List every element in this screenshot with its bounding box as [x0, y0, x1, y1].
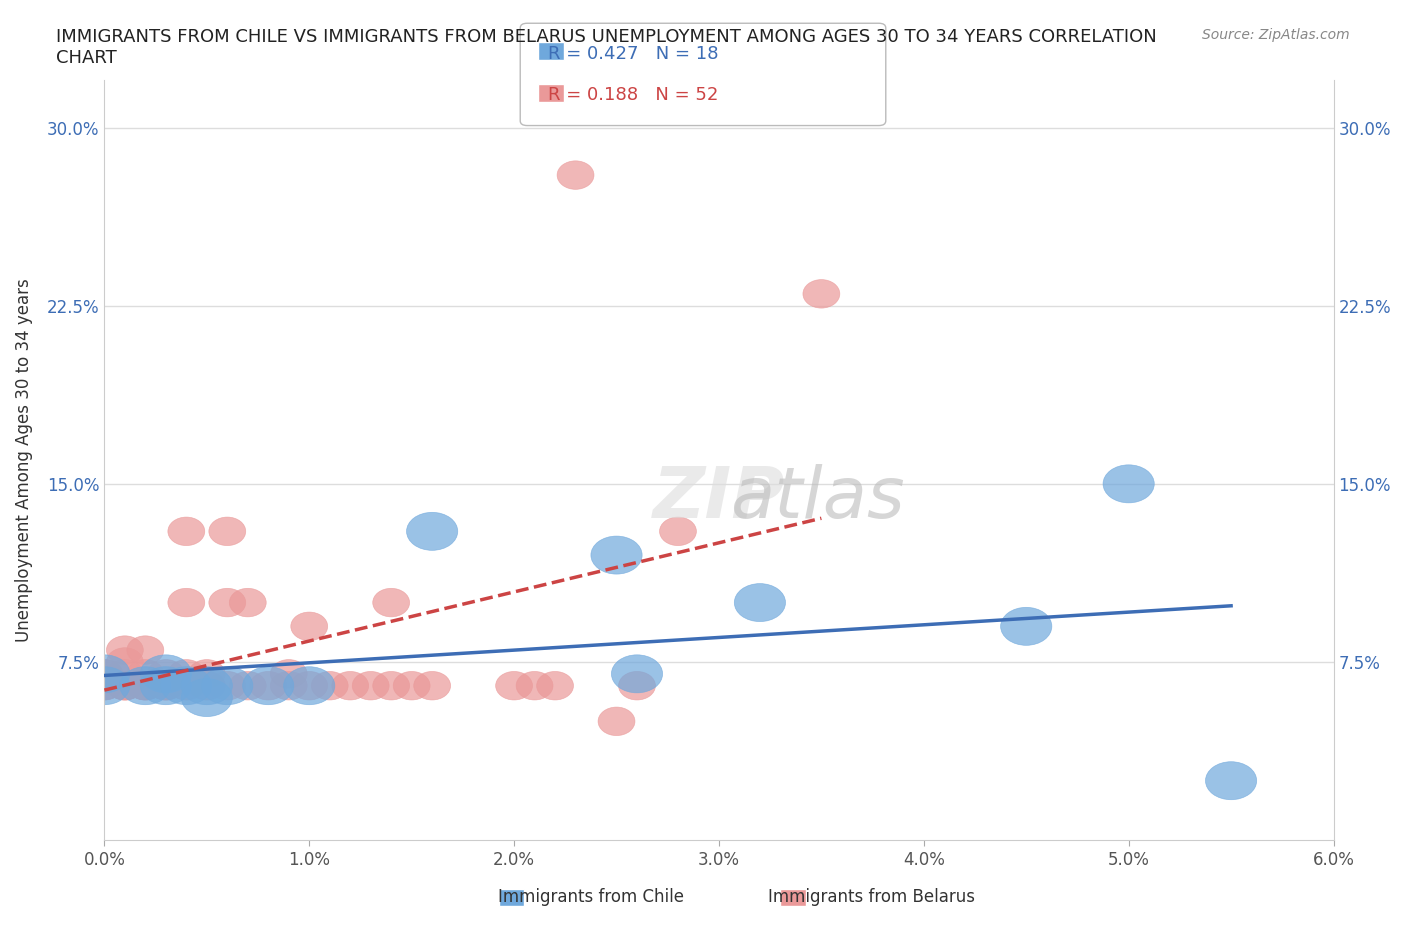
- Text: R = 0.188   N = 52: R = 0.188 N = 52: [548, 86, 718, 104]
- Text: atlas: atlas: [730, 463, 904, 533]
- Ellipse shape: [557, 161, 593, 190]
- Ellipse shape: [201, 667, 253, 705]
- Ellipse shape: [107, 671, 143, 700]
- Ellipse shape: [167, 671, 205, 700]
- Ellipse shape: [1104, 465, 1154, 503]
- Ellipse shape: [291, 671, 328, 700]
- Ellipse shape: [127, 671, 163, 700]
- Ellipse shape: [167, 659, 205, 688]
- Ellipse shape: [270, 671, 307, 700]
- Ellipse shape: [188, 671, 225, 700]
- Ellipse shape: [598, 707, 636, 736]
- Ellipse shape: [167, 589, 205, 617]
- Ellipse shape: [86, 671, 122, 700]
- Ellipse shape: [148, 659, 184, 688]
- Y-axis label: Unemployment Among Ages 30 to 34 years: Unemployment Among Ages 30 to 34 years: [15, 278, 32, 642]
- Ellipse shape: [167, 671, 205, 700]
- Ellipse shape: [353, 671, 389, 700]
- Ellipse shape: [332, 671, 368, 700]
- Ellipse shape: [141, 667, 191, 705]
- Ellipse shape: [250, 671, 287, 700]
- Ellipse shape: [86, 659, 122, 688]
- Ellipse shape: [413, 671, 450, 700]
- Ellipse shape: [209, 671, 246, 700]
- Ellipse shape: [591, 536, 643, 574]
- Ellipse shape: [229, 671, 266, 700]
- Ellipse shape: [291, 612, 328, 641]
- Ellipse shape: [612, 655, 662, 693]
- Ellipse shape: [107, 671, 143, 700]
- Ellipse shape: [107, 659, 143, 688]
- Ellipse shape: [373, 671, 409, 700]
- Ellipse shape: [516, 671, 553, 700]
- Text: Source: ZipAtlas.com: Source: ZipAtlas.com: [1202, 28, 1350, 42]
- Ellipse shape: [148, 671, 184, 700]
- Ellipse shape: [127, 636, 163, 664]
- Ellipse shape: [148, 671, 184, 700]
- Text: Immigrants from Belarus: Immigrants from Belarus: [768, 888, 976, 907]
- Ellipse shape: [167, 517, 205, 546]
- Ellipse shape: [394, 671, 430, 700]
- Ellipse shape: [1205, 762, 1257, 800]
- Ellipse shape: [1001, 607, 1052, 645]
- Ellipse shape: [209, 589, 246, 617]
- Ellipse shape: [406, 512, 458, 551]
- Ellipse shape: [619, 671, 655, 700]
- Ellipse shape: [107, 636, 143, 664]
- Ellipse shape: [127, 671, 163, 700]
- Ellipse shape: [373, 589, 409, 617]
- Ellipse shape: [86, 659, 122, 688]
- Ellipse shape: [284, 667, 335, 705]
- Ellipse shape: [209, 517, 246, 546]
- Ellipse shape: [79, 655, 129, 693]
- Ellipse shape: [188, 671, 225, 700]
- Ellipse shape: [537, 671, 574, 700]
- Ellipse shape: [107, 671, 143, 700]
- Text: ZIP: ZIP: [652, 463, 785, 533]
- Ellipse shape: [86, 671, 122, 700]
- Ellipse shape: [127, 671, 163, 700]
- Ellipse shape: [141, 655, 191, 693]
- Text: R = 0.427   N = 18: R = 0.427 N = 18: [548, 45, 718, 63]
- Text: Immigrants from Chile: Immigrants from Chile: [498, 888, 683, 907]
- Ellipse shape: [243, 667, 294, 705]
- Ellipse shape: [120, 667, 172, 705]
- Ellipse shape: [734, 584, 786, 621]
- Ellipse shape: [127, 659, 163, 688]
- Ellipse shape: [188, 659, 225, 688]
- Ellipse shape: [181, 667, 232, 705]
- Ellipse shape: [270, 659, 307, 688]
- Ellipse shape: [107, 647, 143, 676]
- Ellipse shape: [496, 671, 533, 700]
- Ellipse shape: [803, 280, 839, 308]
- Ellipse shape: [160, 667, 212, 705]
- Ellipse shape: [79, 667, 129, 705]
- Ellipse shape: [229, 589, 266, 617]
- Text: IMMIGRANTS FROM CHILE VS IMMIGRANTS FROM BELARUS UNEMPLOYMENT AMONG AGES 30 TO 3: IMMIGRANTS FROM CHILE VS IMMIGRANTS FROM…: [56, 28, 1157, 67]
- Ellipse shape: [311, 671, 349, 700]
- Ellipse shape: [181, 679, 232, 717]
- Ellipse shape: [148, 671, 184, 700]
- Ellipse shape: [659, 517, 696, 546]
